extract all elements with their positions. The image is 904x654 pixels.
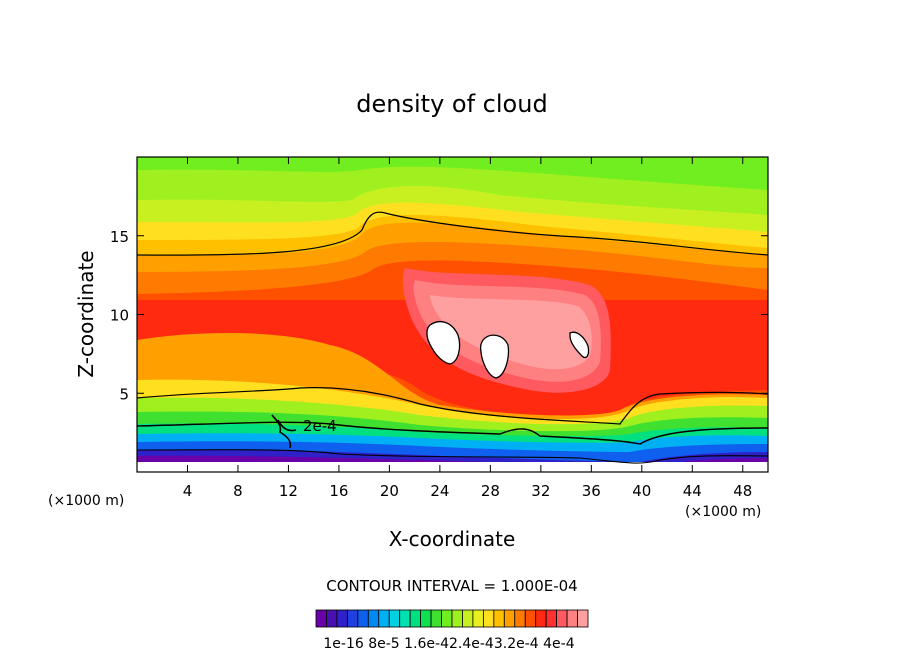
colorbar-swatch	[409, 609, 422, 628]
contour-label: 2e-4	[303, 417, 337, 435]
colorbar-swatch	[566, 609, 578, 628]
colorbar-swatch	[493, 609, 505, 628]
colorbar-swatch	[388, 609, 401, 628]
x-tick-label: 8	[233, 482, 243, 500]
contour-fill	[137, 157, 768, 472]
x-axis-label: X-coordinate	[389, 527, 516, 551]
colorbar-swatch	[514, 609, 526, 628]
colorbar-swatch	[346, 609, 359, 628]
colorbar-swatch	[441, 609, 453, 628]
colorbar-swatch	[503, 609, 516, 628]
colorbar-swatch	[462, 609, 474, 628]
x-tick-label: 16	[329, 482, 348, 500]
colorbar-swatch	[315, 609, 327, 628]
x-tick-label: 20	[380, 482, 399, 500]
colorbar-swatch	[430, 609, 442, 628]
colorbar-swatch	[524, 609, 537, 628]
colorbar-labels: 1e-16 8e-5 1.6e-42.4e-43.2e-4 4e-4	[323, 636, 574, 652]
colorbar-swatch	[336, 609, 348, 628]
colorbar-swatch	[326, 609, 338, 628]
x-tick-label: 28	[481, 482, 500, 500]
colorbar-swatch	[482, 609, 495, 628]
y-tick-label: 10	[110, 307, 129, 325]
colorbar-swatch	[545, 609, 558, 628]
colorbar-swatch	[378, 609, 390, 628]
x-tick-label: 32	[531, 482, 550, 500]
y-tick-label: 15	[110, 228, 129, 246]
y-axis-label: Z-coordinate	[74, 250, 98, 377]
x-tick-label: 44	[683, 482, 702, 500]
colorbar-swatch	[399, 609, 411, 628]
x-tick-label: 24	[430, 482, 449, 500]
colorbar-swatch	[577, 609, 589, 628]
colorbar-swatch	[367, 609, 380, 628]
x-tick-label: 4	[183, 482, 193, 500]
x-tick-label: 36	[582, 482, 601, 500]
x-tick-label: 48	[733, 482, 752, 500]
x-unit-label-left: (×1000 m)	[48, 493, 124, 509]
x-tick-label: 40	[632, 482, 651, 500]
colorbar-swatch	[556, 609, 568, 628]
x-unit-label-right: (×1000 m)	[685, 504, 761, 520]
x-tick-label: 12	[279, 482, 298, 500]
y-tick-label: 5	[119, 385, 129, 403]
colorbar	[315, 609, 589, 628]
colorbar-swatch	[420, 609, 432, 628]
colorbar-swatch	[535, 609, 547, 628]
colorbar-swatch	[472, 609, 484, 628]
colorbar-swatch	[451, 609, 463, 628]
contour-interval-text: CONTOUR INTERVAL = 1.000E-04	[326, 577, 577, 595]
chart-title: density of cloud	[356, 90, 547, 118]
colorbar-swatch	[357, 609, 369, 628]
